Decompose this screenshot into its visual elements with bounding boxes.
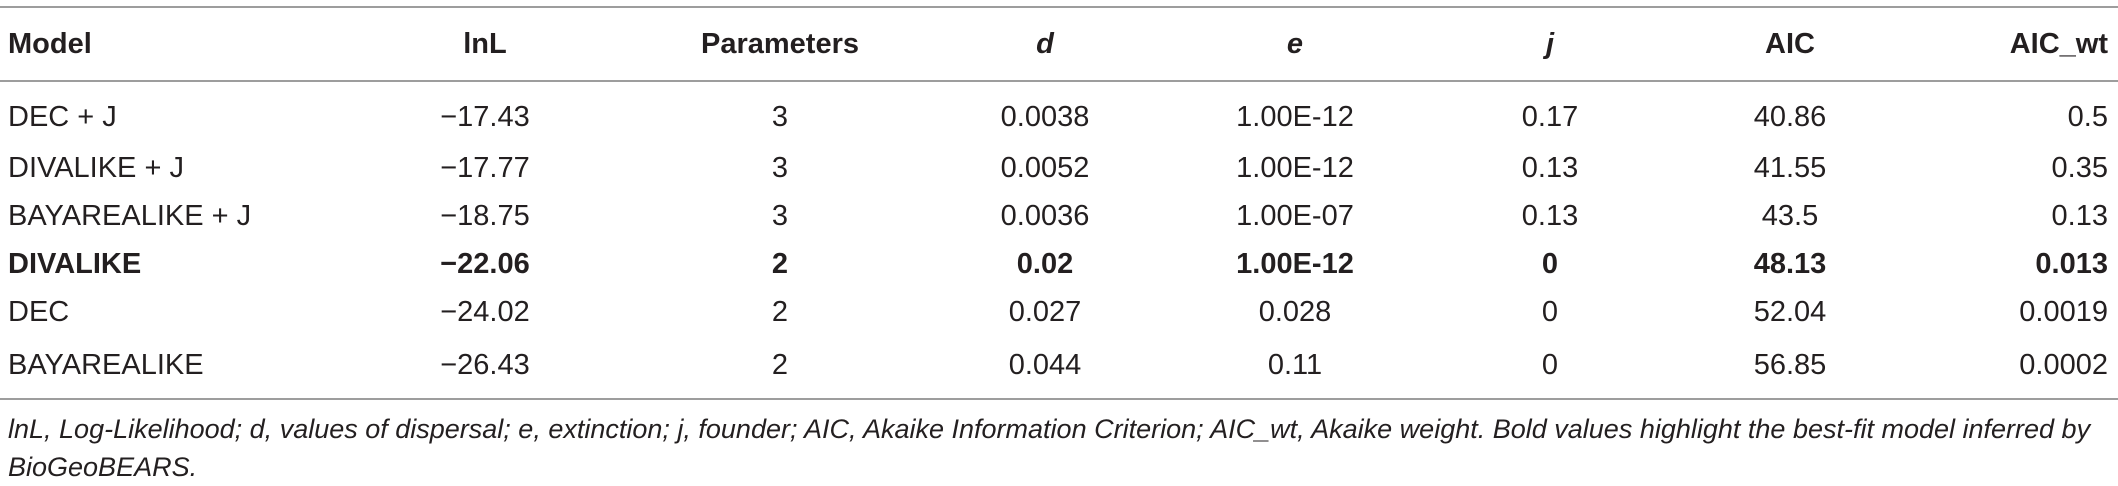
cell-lnl: −26.43	[440, 348, 530, 381]
header-aic: AIC	[1765, 27, 1815, 60]
cell-aic: 41.55	[1753, 151, 1827, 184]
cell-aic-wt: 0.013	[2035, 247, 2108, 280]
cell-aic-wt: 0.0002	[2019, 348, 2108, 381]
cell-e: 1.00E-12	[1236, 247, 1354, 280]
cell-j: 0.13	[1521, 199, 1579, 232]
header-e: e	[1286, 27, 1304, 60]
table-row: BAYAREALIKE + J −18.75 3 0.0036 1.00E-07…	[0, 192, 2118, 240]
table-caption: lnL, Log-Likelihood; d, values of disper…	[8, 414, 2091, 482]
cell-e: 1.00E-07	[1236, 199, 1354, 232]
cell-model: DEC + J	[8, 100, 117, 133]
cell-aic: 56.85	[1753, 348, 1827, 381]
cell-aic: 48.13	[1753, 247, 1827, 280]
cell-d: 0.0038	[1000, 100, 1090, 133]
model-comparison-table: Model lnL Parameters d e j AIC AIC_wt DE…	[0, 6, 2118, 400]
table-row: BAYAREALIKE −26.43 2 0.044 0.11 0 56.85 …	[0, 336, 2118, 399]
cell-aic-wt: 0.35	[2051, 151, 2108, 184]
cell-d: 0.0052	[1000, 151, 1090, 184]
cell-e: 1.00E-12	[1236, 100, 1354, 133]
cell-model: BAYAREALIKE + J	[8, 199, 252, 232]
table-row: DIVALIKE + J −17.77 3 0.0052 1.00E-12 0.…	[0, 144, 2118, 192]
cell-aic: 40.86	[1753, 100, 1827, 133]
cell-lnl: −22.06	[440, 247, 530, 280]
table-row-best-fit: DIVALIKE −22.06 2 0.02 1.00E-12 0 48.13 …	[0, 240, 2118, 288]
cell-lnl: −17.77	[440, 151, 530, 184]
header-j: j	[1545, 27, 1555, 60]
header-parameters: Parameters	[701, 27, 859, 60]
cell-e: 1.00E-12	[1236, 151, 1354, 184]
cell-model: DEC	[8, 295, 70, 328]
cell-lnl: −17.43	[440, 100, 530, 133]
cell-d: 0.0036	[1000, 199, 1090, 232]
cell-lnl: −24.02	[440, 295, 530, 328]
cell-aic-wt: 0.13	[2051, 199, 2108, 232]
cell-parameters: 3	[771, 199, 789, 232]
header-d: d	[1036, 27, 1054, 60]
cell-model: DIVALIKE	[8, 247, 142, 280]
cell-model: BAYAREALIKE	[8, 348, 204, 381]
cell-j: 0.13	[1521, 151, 1579, 184]
cell-d: 0.027	[1008, 295, 1082, 328]
cell-j: 0	[1541, 348, 1559, 381]
cell-j: 0	[1541, 247, 1559, 280]
cell-aic: 43.5	[1761, 199, 1819, 232]
header-row: Model lnL Parameters d e j AIC AIC_wt	[0, 7, 2118, 81]
cell-aic: 52.04	[1753, 295, 1827, 328]
table-row: DEC + J −17.43 3 0.0038 1.00E-12 0.17 40…	[0, 81, 2118, 144]
cell-parameters: 3	[771, 151, 789, 184]
cell-j: 0.17	[1521, 100, 1579, 133]
cell-parameters: 2	[771, 348, 789, 381]
table-row: DEC −24.02 2 0.027 0.028 0 52.04 0.0019	[0, 288, 2118, 336]
cell-d: 0.02	[1016, 247, 1074, 280]
header-model: Model	[8, 27, 92, 60]
cell-aic-wt: 0.5	[2067, 100, 2108, 133]
cell-j: 0	[1541, 295, 1559, 328]
cell-e: 0.028	[1258, 295, 1332, 328]
cell-e: 0.11	[1267, 348, 1323, 381]
cell-model: DIVALIKE + J	[8, 151, 184, 184]
cell-parameters: 3	[771, 100, 789, 133]
cell-lnl: −18.75	[440, 199, 530, 232]
header-lnl: lnL	[463, 27, 507, 60]
cell-aic-wt: 0.0019	[2019, 295, 2108, 328]
cell-d: 0.044	[1008, 348, 1082, 381]
cell-parameters: 2	[771, 247, 789, 280]
cell-parameters: 2	[771, 295, 789, 328]
header-aic-wt: AIC_wt	[2009, 27, 2108, 60]
